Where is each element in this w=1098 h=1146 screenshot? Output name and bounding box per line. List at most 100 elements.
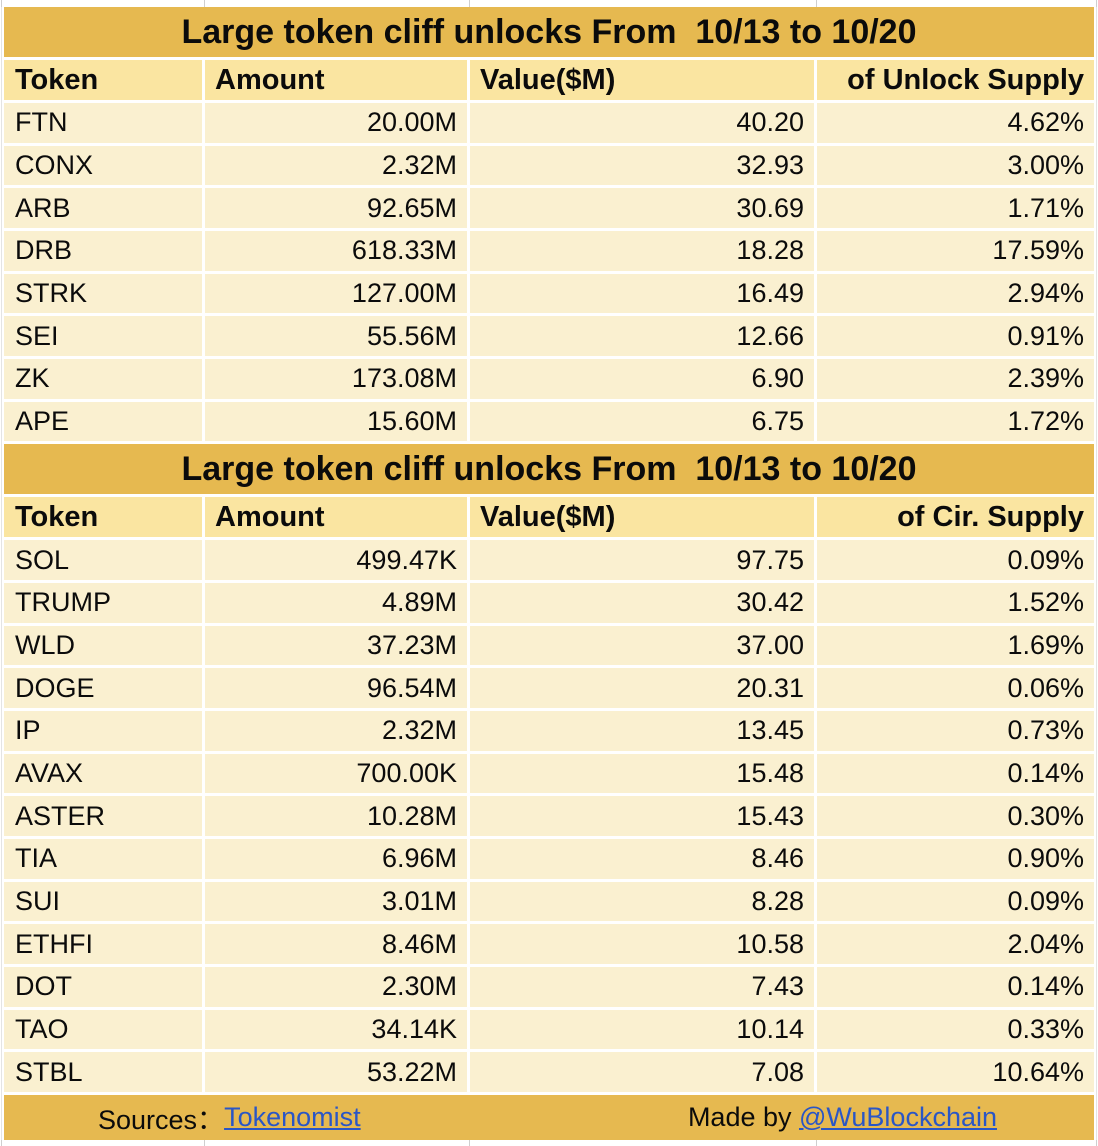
gridline-stub [1096,1140,1097,1146]
value-cell: 55.56M [205,316,470,357]
token-cell: ASTER [4,796,205,837]
gridline-stub [816,0,817,7]
column-header: Amount [205,60,470,100]
value-cell: 20.31 [470,668,817,709]
token-cell: APE [4,401,205,442]
gridline-stub [1,0,2,7]
token-cell: DOT [4,967,205,1007]
value-cell: 0.14% [1007,758,1084,789]
value-cell: 0.09% [1007,886,1084,917]
token-cell: ARB [4,188,205,229]
wublockchain-link[interactable]: @WuBlockchain [799,1102,997,1132]
table2-header-row: Token Amount Value($M) of Cir. Supply [4,497,1094,541]
value-cell: 6.75 [470,401,817,442]
value-cell: 8.46M [205,924,470,965]
value-cell: 37.23M [205,625,470,666]
value-cell: 0.73% [1007,715,1084,746]
value-cell: 1.71% [1007,192,1084,223]
value-cell: 127.00M [205,273,470,314]
value-cell: 0.06% [1007,672,1084,703]
value-cell: 8.28 [470,881,817,922]
value-cell: 2.30M [205,967,470,1007]
value-cell: 15.60M [205,401,470,442]
token-unlock-report: Large token cliff unlocks From 10/13 to … [4,7,1094,1140]
table-row: SOL 499.47K 97.75 0.09% [4,540,1094,583]
value-cell: 0.30% [1007,800,1084,831]
token-cell: TRUMP [4,583,205,623]
value-cell: 6.90 [470,359,817,399]
value-cell: 40.20 [470,103,817,143]
value-cell: 10.28M [205,796,470,837]
value-cell: 0.09% [1007,544,1084,575]
table-row: SUI 3.01M 8.28 0.09% [4,881,1094,925]
table-row: TAO 34.14K 10.14 0.33% [4,1009,1094,1053]
value-cell: 1.69% [1007,630,1084,660]
table-row: STBL 53.22M 7.08 10.64% [4,1052,1094,1096]
value-cell: 10.58 [470,924,817,965]
value-cell: 2.32M [205,145,470,186]
token-cell: TAO [4,1009,205,1050]
table-row: AVAX 700.00K 15.48 0.14% [4,753,1094,797]
value-cell: 10.14 [470,1009,817,1050]
value-cell: 0.14% [1007,971,1084,1002]
table1-body: FTN 20.00M 40.20 4.62% CONX 2.32M 32.93 3.00% AR… [4,103,1094,445]
value-cell: 15.48 [470,753,817,794]
table-row: APE 15.60M 6.75 1.72% [4,401,1094,445]
value-cell: 4.89M [205,583,470,623]
value-cell: 34.14K [205,1009,470,1050]
sources-label: Sources： [98,1105,225,1135]
token-cell: SEI [4,316,205,357]
table-row: STRK 127.00M 16.49 2.94% [4,273,1094,317]
value-cell: 2.94% [1007,278,1084,309]
column-header: Value($M) [470,60,817,100]
table-row: CONX 2.32M 32.93 3.00% [4,145,1094,189]
table-row: ETHFI 8.46M 10.58 2.04% [4,924,1094,968]
token-cell: TIA [4,839,205,879]
table-row: DRB 618.33M 18.28 17.59% [4,231,1094,274]
value-cell: 618.33M [205,231,470,271]
table-row: IP 2.32M 13.45 0.73% [4,711,1094,754]
credit-group: Made by @WuBlockchain [688,1102,997,1133]
value-cell: 20.00M [205,103,470,143]
token-cell: STRK [4,273,205,314]
value-cell: 2.39% [1007,363,1084,394]
table-row: ASTER 10.28M 15.43 0.30% [4,796,1094,840]
token-cell: DRB [4,231,205,271]
sheet-margin-top [0,0,1098,7]
value-cell: 499.47K [205,540,470,580]
tokenomist-link[interactable]: Tokenomist [224,1102,361,1132]
value-cell: 30.69 [470,188,817,229]
table-row: TRUMP 4.89M 30.42 1.52% [4,583,1094,626]
gridline-stub [816,1140,817,1146]
value-cell: 3.00% [1007,150,1084,180]
value-cell: 15.43 [470,796,817,837]
value-cell: 1.72% [1007,406,1084,437]
value-cell: 37.00 [470,625,817,666]
value-cell: 1.52% [1007,587,1084,618]
token-cell: DOGE [4,668,205,709]
value-cell: 12.66 [470,316,817,357]
value-cell: 17.59% [992,235,1084,266]
token-cell: ZK [4,359,205,399]
token-cell: ETHFI [4,924,205,965]
table2-title: Large token cliff unlocks From 10/13 to … [4,444,1094,498]
token-cell: CONX [4,145,205,186]
token-cell: STBL [4,1052,205,1093]
token-cell: SOL [4,540,205,580]
value-cell: 10.64% [992,1056,1084,1087]
column-header: Token [4,60,205,100]
value-cell: 0.33% [1007,1014,1084,1045]
table1-header-row: Token Amount Value($M) of Unlock Supply [4,60,1094,103]
right-gridline [1096,0,1097,1146]
gridline-stub [204,1140,205,1146]
sheet-margin-bottom [0,1140,1098,1146]
column-header: Value($M) [470,497,817,538]
value-cell: 2.32M [205,711,470,751]
value-cell: 6.96M [205,839,470,879]
value-cell: 3.01M [205,881,470,922]
value-cell: 7.08 [470,1052,817,1093]
value-cell: 32.93 [470,145,817,186]
value-cell: 53.22M [205,1052,470,1093]
value-cell: 18.28 [470,231,817,271]
